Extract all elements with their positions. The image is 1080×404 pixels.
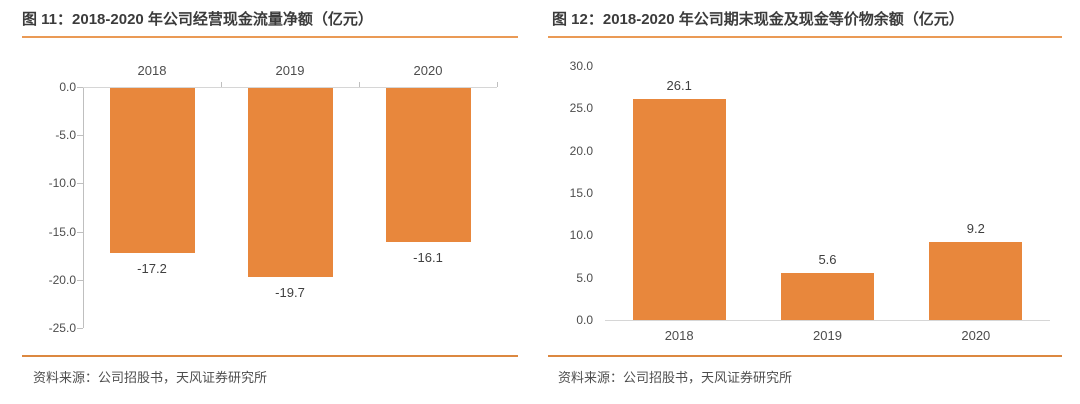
- y-axis-tick-mark: [77, 279, 83, 281]
- y-axis-tick-label: -10.0: [48, 176, 76, 191]
- y-axis-tick-mark: [77, 231, 83, 233]
- bar-2018: [632, 99, 726, 320]
- category-label: 2020: [961, 328, 991, 343]
- figure-11-source-note: 资料来源：公司招股书，天风证券研究所: [33, 370, 268, 385]
- y-axis-tick-label: 25.0: [569, 101, 593, 116]
- y-axis-tick-label: -5.0: [55, 128, 76, 143]
- bar-2019: [247, 88, 333, 277]
- data-label: -16.1: [413, 250, 443, 266]
- data-label: 5.6: [818, 251, 837, 267]
- y-axis-tick-label: -25.0: [48, 321, 76, 335]
- figure-11-source-divider: [22, 355, 518, 357]
- y-axis-tick-mark: [77, 87, 83, 88]
- y-axis-tick-mark: [77, 135, 83, 137]
- y-axis-tick-label: -20.0: [48, 272, 76, 287]
- figure-11-title-underline: [22, 36, 518, 38]
- y-axis-tick-label: 30.0: [569, 59, 593, 73]
- category-label: 2020: [413, 63, 443, 78]
- figure-12-title-underline: [548, 36, 1062, 38]
- category-boundary-tick: [497, 82, 498, 87]
- figure-12-source-note: 资料来源：公司招股书，天风证券研究所: [558, 370, 793, 385]
- y-axis-tick-label: 15.0: [569, 186, 593, 200]
- bar-2020: [929, 242, 1023, 320]
- zero-axis-line: [83, 87, 497, 88]
- y-axis-tick-label: -15.0: [48, 224, 76, 239]
- data-label: 26.1: [666, 78, 692, 94]
- category-label: 2019: [813, 328, 842, 343]
- bar-2019: [781, 272, 874, 320]
- x-axis-baseline: [605, 320, 1050, 321]
- figure-12-source-divider: [548, 355, 1062, 357]
- y-axis-tick-label: 10.0: [569, 228, 593, 243]
- category-label: 2018: [137, 63, 167, 78]
- bar-2020: [385, 88, 471, 243]
- y-axis-tick-mark: [77, 328, 83, 329]
- y-axis-line: [83, 87, 84, 328]
- data-label: -19.7: [275, 284, 305, 300]
- y-axis-tick-label: 0.0: [59, 80, 76, 94]
- figure-11-title: 图 11：2018-2020 年公司经营现金流量净额（亿元）: [22, 11, 373, 28]
- y-axis-tick-mark: [77, 183, 83, 185]
- category-label: 2019: [275, 63, 305, 78]
- data-label: -17.2: [137, 260, 167, 276]
- category-label: 2018: [664, 328, 694, 343]
- data-label: 9.2: [966, 221, 985, 237]
- y-axis-tick-label: 0.0: [576, 313, 593, 327]
- y-axis-tick-label: 5.0: [576, 270, 593, 285]
- y-axis-tick-label: 20.0: [569, 143, 593, 158]
- category-boundary-tick: [359, 82, 360, 87]
- bar-2018: [109, 88, 195, 253]
- category-boundary-tick: [221, 82, 222, 87]
- figure-12-title: 图 12：2018-2020 年公司期末现金及现金等价物余额（亿元）: [552, 11, 964, 28]
